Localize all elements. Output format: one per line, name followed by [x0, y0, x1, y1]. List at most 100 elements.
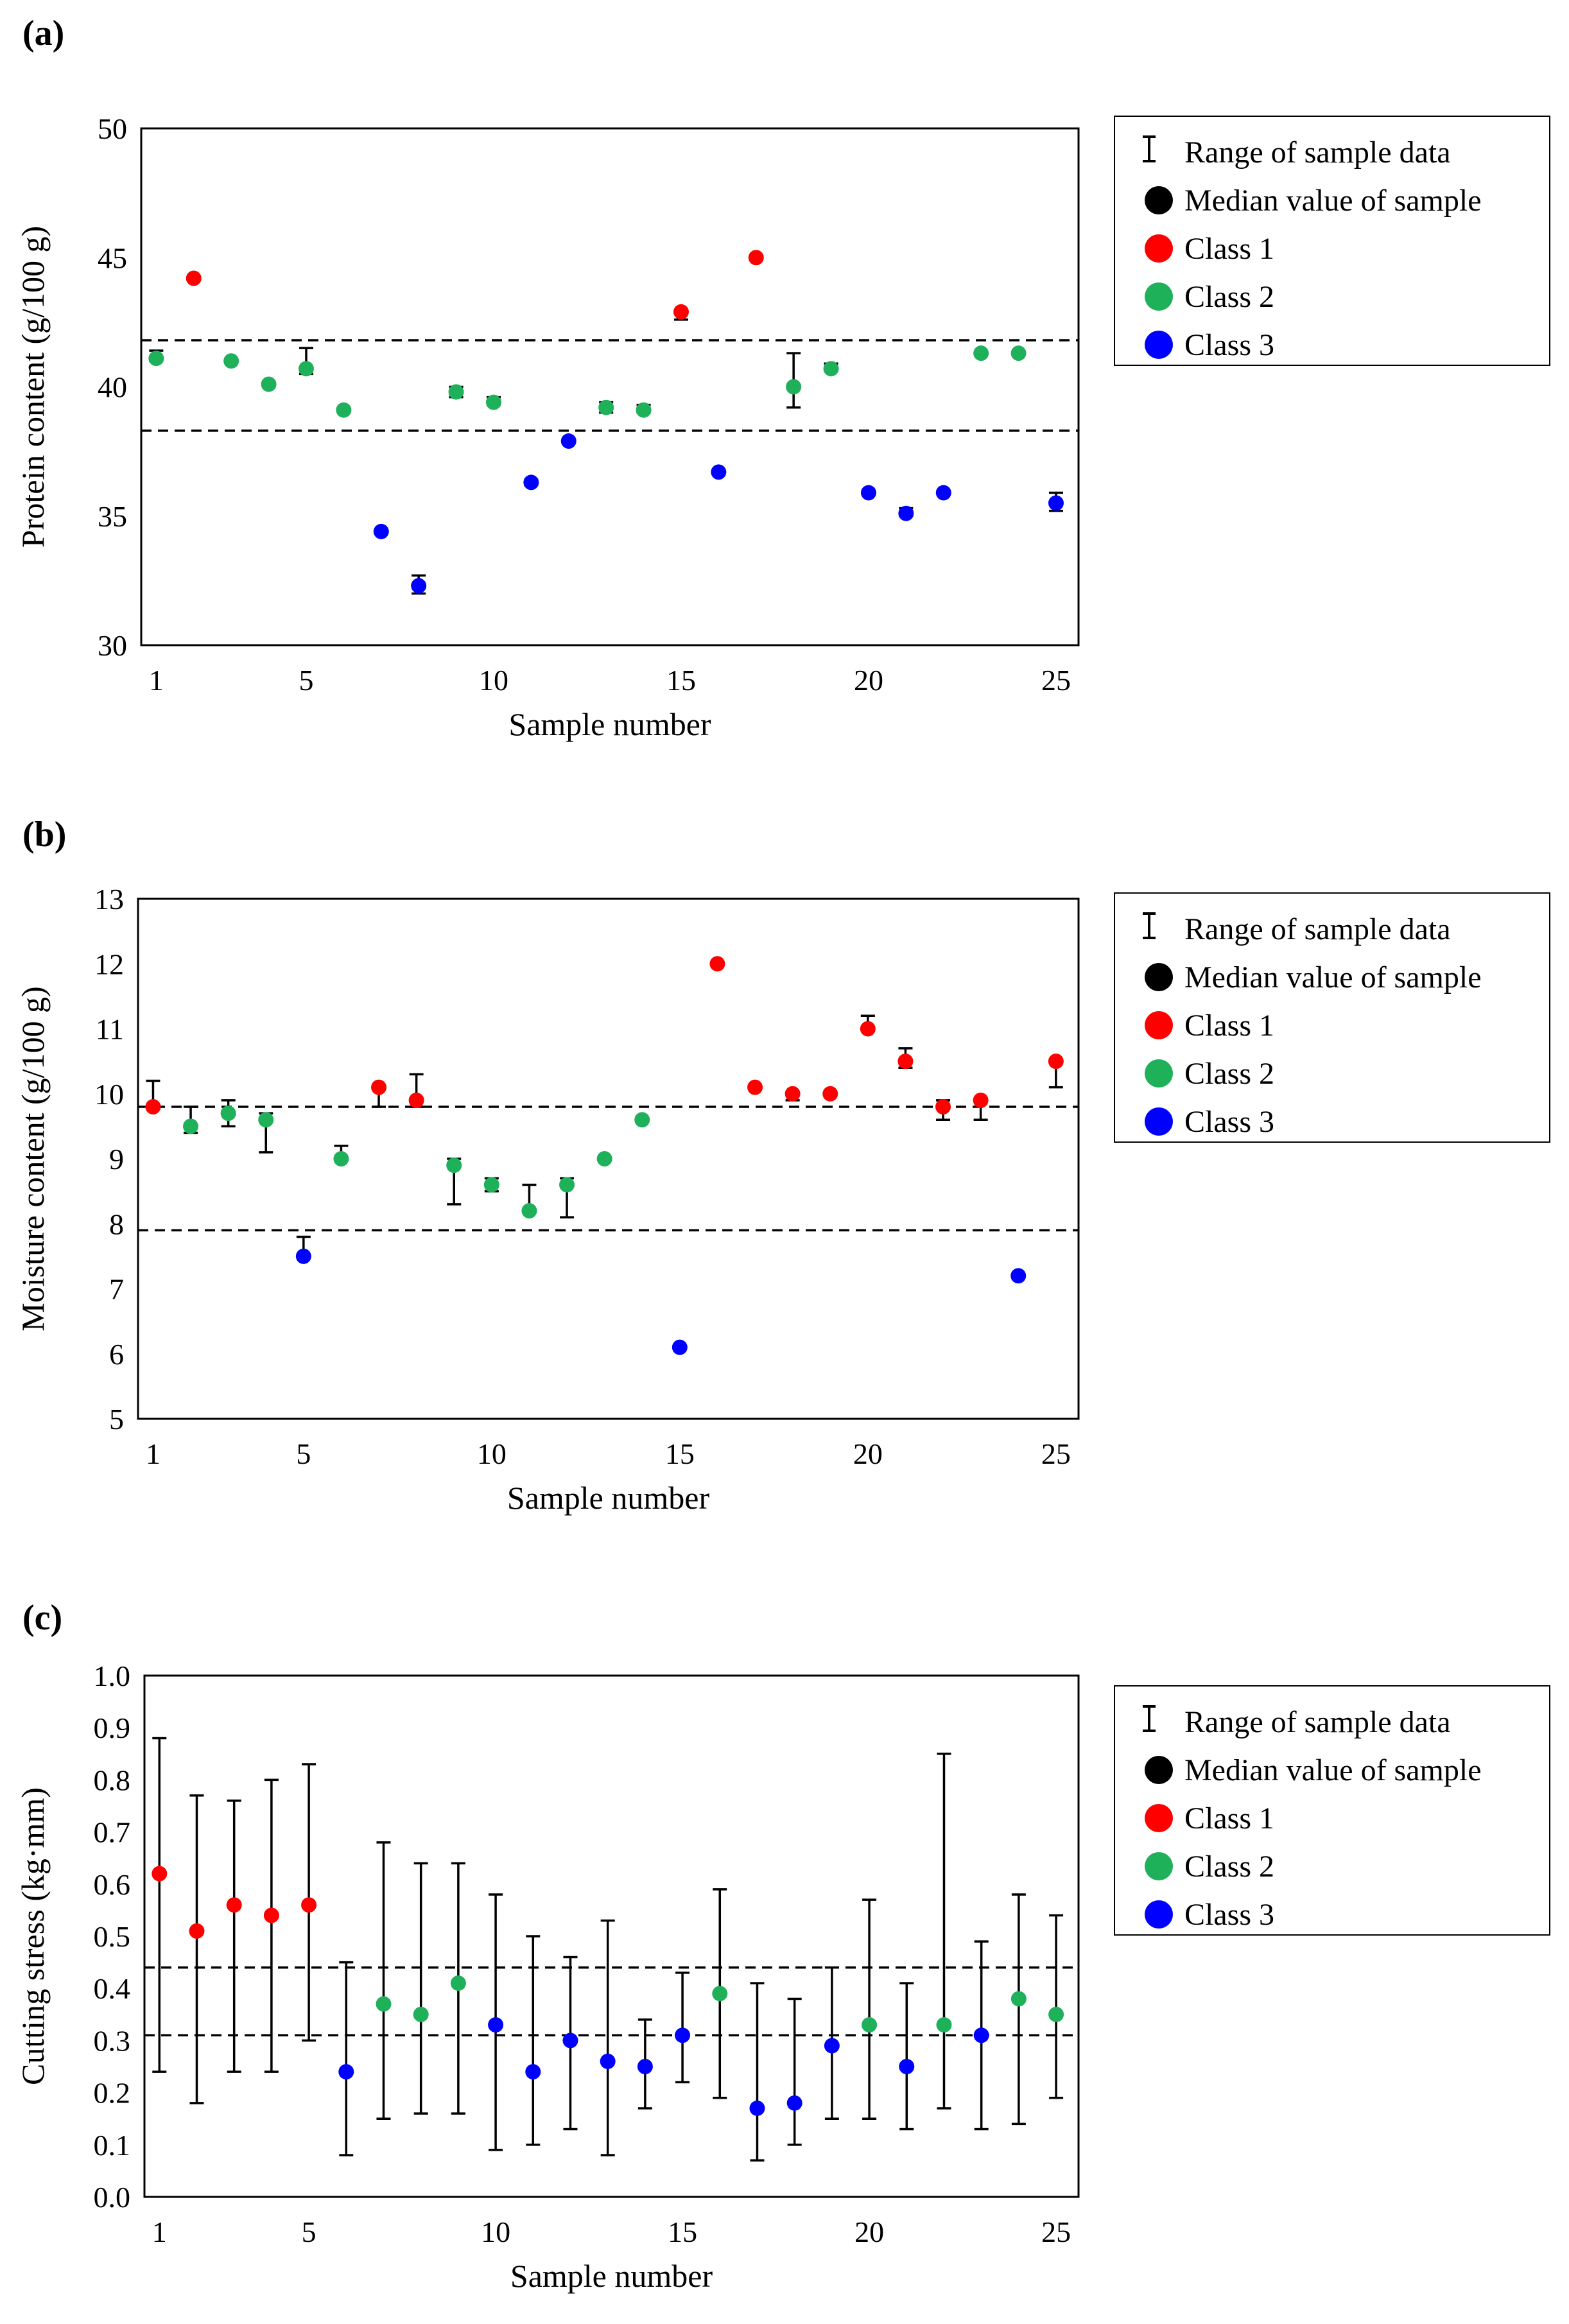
class3-dot-icon: [1140, 1102, 1178, 1141]
data-point-sample-22: [935, 485, 951, 501]
y-tick-label: 6: [109, 1338, 124, 1371]
legend-label: Median value of sample: [1184, 960, 1482, 994]
data-point-sample-6: [333, 1151, 349, 1166]
data-point-sample-4: [261, 376, 277, 392]
data-point-sample-6: [338, 2064, 354, 2080]
data-point-sample-17: [748, 250, 764, 266]
legend-label: Class 1: [1184, 1801, 1275, 1835]
x-tick-label: 20: [854, 664, 883, 697]
y-tick-label: 0.1: [94, 2129, 131, 2162]
data-point-sample-22: [936, 2017, 952, 2033]
legend-dot: [1145, 234, 1173, 263]
legend-dot: [1145, 1107, 1173, 1136]
range-bar: [526, 1935, 541, 2146]
legend-dot: [1145, 186, 1173, 214]
data-point-sample-22: [935, 1099, 951, 1114]
x-tick-label: 10: [481, 2216, 510, 2248]
y-tick-label: 0.7: [94, 1816, 131, 1849]
data-point-sample-21: [897, 1054, 914, 1070]
median-dot-icon: [1140, 958, 1178, 996]
data-point-sample-3: [220, 1106, 236, 1122]
data-point-sample-2: [186, 270, 202, 286]
legend-dot: [1145, 282, 1173, 311]
y-tick-label: 0.8: [94, 1764, 131, 1796]
data-point-sample-20: [862, 2017, 878, 2033]
data-point-sample-5: [301, 1897, 317, 1913]
data-point-sample-25: [1048, 2006, 1064, 2022]
range-bar: [675, 1972, 690, 2084]
data-point-sample-18: [784, 1086, 801, 1102]
y-tick-label: 1.0: [94, 1660, 131, 1692]
data-point-sample-25: [1048, 495, 1064, 511]
legend-dot: [1145, 1804, 1173, 1832]
y-tick-label: 0.6: [94, 1868, 131, 1901]
legend-label: Class 2: [1184, 1849, 1275, 1884]
x-tick-label: 20: [853, 1437, 883, 1470]
range-bar: [152, 1737, 167, 2073]
x-tick-label: 25: [1041, 664, 1071, 697]
data-point-sample-14: [636, 402, 652, 418]
x-tick-label: 5: [299, 664, 313, 697]
plot-frame: [143, 1674, 1080, 2198]
legend-dot: [1145, 1900, 1173, 1929]
class1-dot-icon: [1140, 1799, 1178, 1837]
data-point-sample-20: [860, 1021, 876, 1037]
class1-dot-icon: [1140, 1006, 1178, 1045]
data-point-sample-4: [263, 1907, 279, 1923]
plot-frame: [137, 898, 1080, 1420]
data-point-sample-5: [298, 361, 314, 377]
class2-dot-icon: [1140, 1847, 1178, 1886]
data-point-sample-12: [559, 1177, 575, 1193]
x-tick-label: 5: [302, 2216, 316, 2248]
range-bar: [1049, 1914, 1064, 2099]
range-bar: [787, 1997, 802, 2146]
data-point-sample-20: [860, 485, 876, 501]
y-tick-label: 45: [98, 241, 127, 274]
data-point-sample-8: [413, 2006, 429, 2022]
y-axis-title: Moisture content (g/100 g): [15, 986, 51, 1331]
y-axis-title: Cutting stress (kg·mm): [15, 1787, 51, 2085]
data-point-sample-2: [189, 1923, 205, 1939]
data-point-sample-11: [525, 2064, 541, 2080]
y-tick-label: 9: [109, 1143, 124, 1175]
range-bar: [937, 1753, 951, 2110]
data-point-sample-9: [450, 1975, 466, 1991]
data-point-sample-12: [562, 2033, 578, 2049]
data-point-sample-19: [824, 2038, 840, 2054]
data-point-sample-23: [973, 1092, 989, 1108]
chart-legend: Range of sample data Median value of sam…: [1114, 1685, 1550, 1936]
y-tick-label: 35: [98, 500, 127, 533]
x-tick-label: 1: [152, 2216, 167, 2248]
y-tick-label: 0.2: [94, 2077, 131, 2110]
legend-label: Class 3: [1184, 327, 1275, 362]
legend-item-class3: Class 3: [1115, 1886, 1549, 1943]
panel-label: (c): [22, 1598, 63, 1638]
legend-label: Class 1: [1184, 231, 1275, 266]
range-bar: [1011, 1893, 1026, 2126]
data-point-sample-16: [709, 956, 725, 972]
data-point-sample-10: [485, 394, 501, 410]
data-point-sample-23: [973, 2027, 989, 2043]
data-point-sample-5: [295, 1248, 311, 1264]
range-bar: [189, 1794, 204, 2104]
data-point-sample-24: [1010, 1268, 1027, 1284]
range-bar-icon: [1140, 910, 1178, 948]
chart-panel-c: (c) 0.0 0.1 0.2 0.3 0.4 0.5 0.6 0.7 0.8 0.9 1.0 1 5 1…: [0, 1554, 1569, 2324]
class2-dot-icon: [1140, 1054, 1178, 1093]
data-point-sample-6: [336, 402, 352, 418]
range-bar-icon: [1140, 1703, 1178, 1741]
legend-item-class2: Class 2: [1115, 268, 1549, 325]
data-point-sample-13: [598, 399, 614, 415]
range-bar: [899, 1982, 914, 2131]
y-tick-label: 0.4: [94, 1972, 131, 2005]
range-bar-icon: [1140, 133, 1178, 171]
legend-item-class2: Class 2: [1115, 1045, 1549, 1102]
data-point-sample-17: [749, 2100, 765, 2116]
data-point-sample-23: [973, 345, 989, 361]
legend-dot: [1145, 331, 1173, 359]
legend-label: Class 1: [1184, 1008, 1275, 1043]
legend-item-range: Range of sample data: [1115, 900, 1549, 958]
x-tick-label: 15: [666, 664, 696, 697]
legend-label: Class 3: [1184, 1104, 1275, 1139]
x-tick-label: 15: [665, 1437, 695, 1470]
